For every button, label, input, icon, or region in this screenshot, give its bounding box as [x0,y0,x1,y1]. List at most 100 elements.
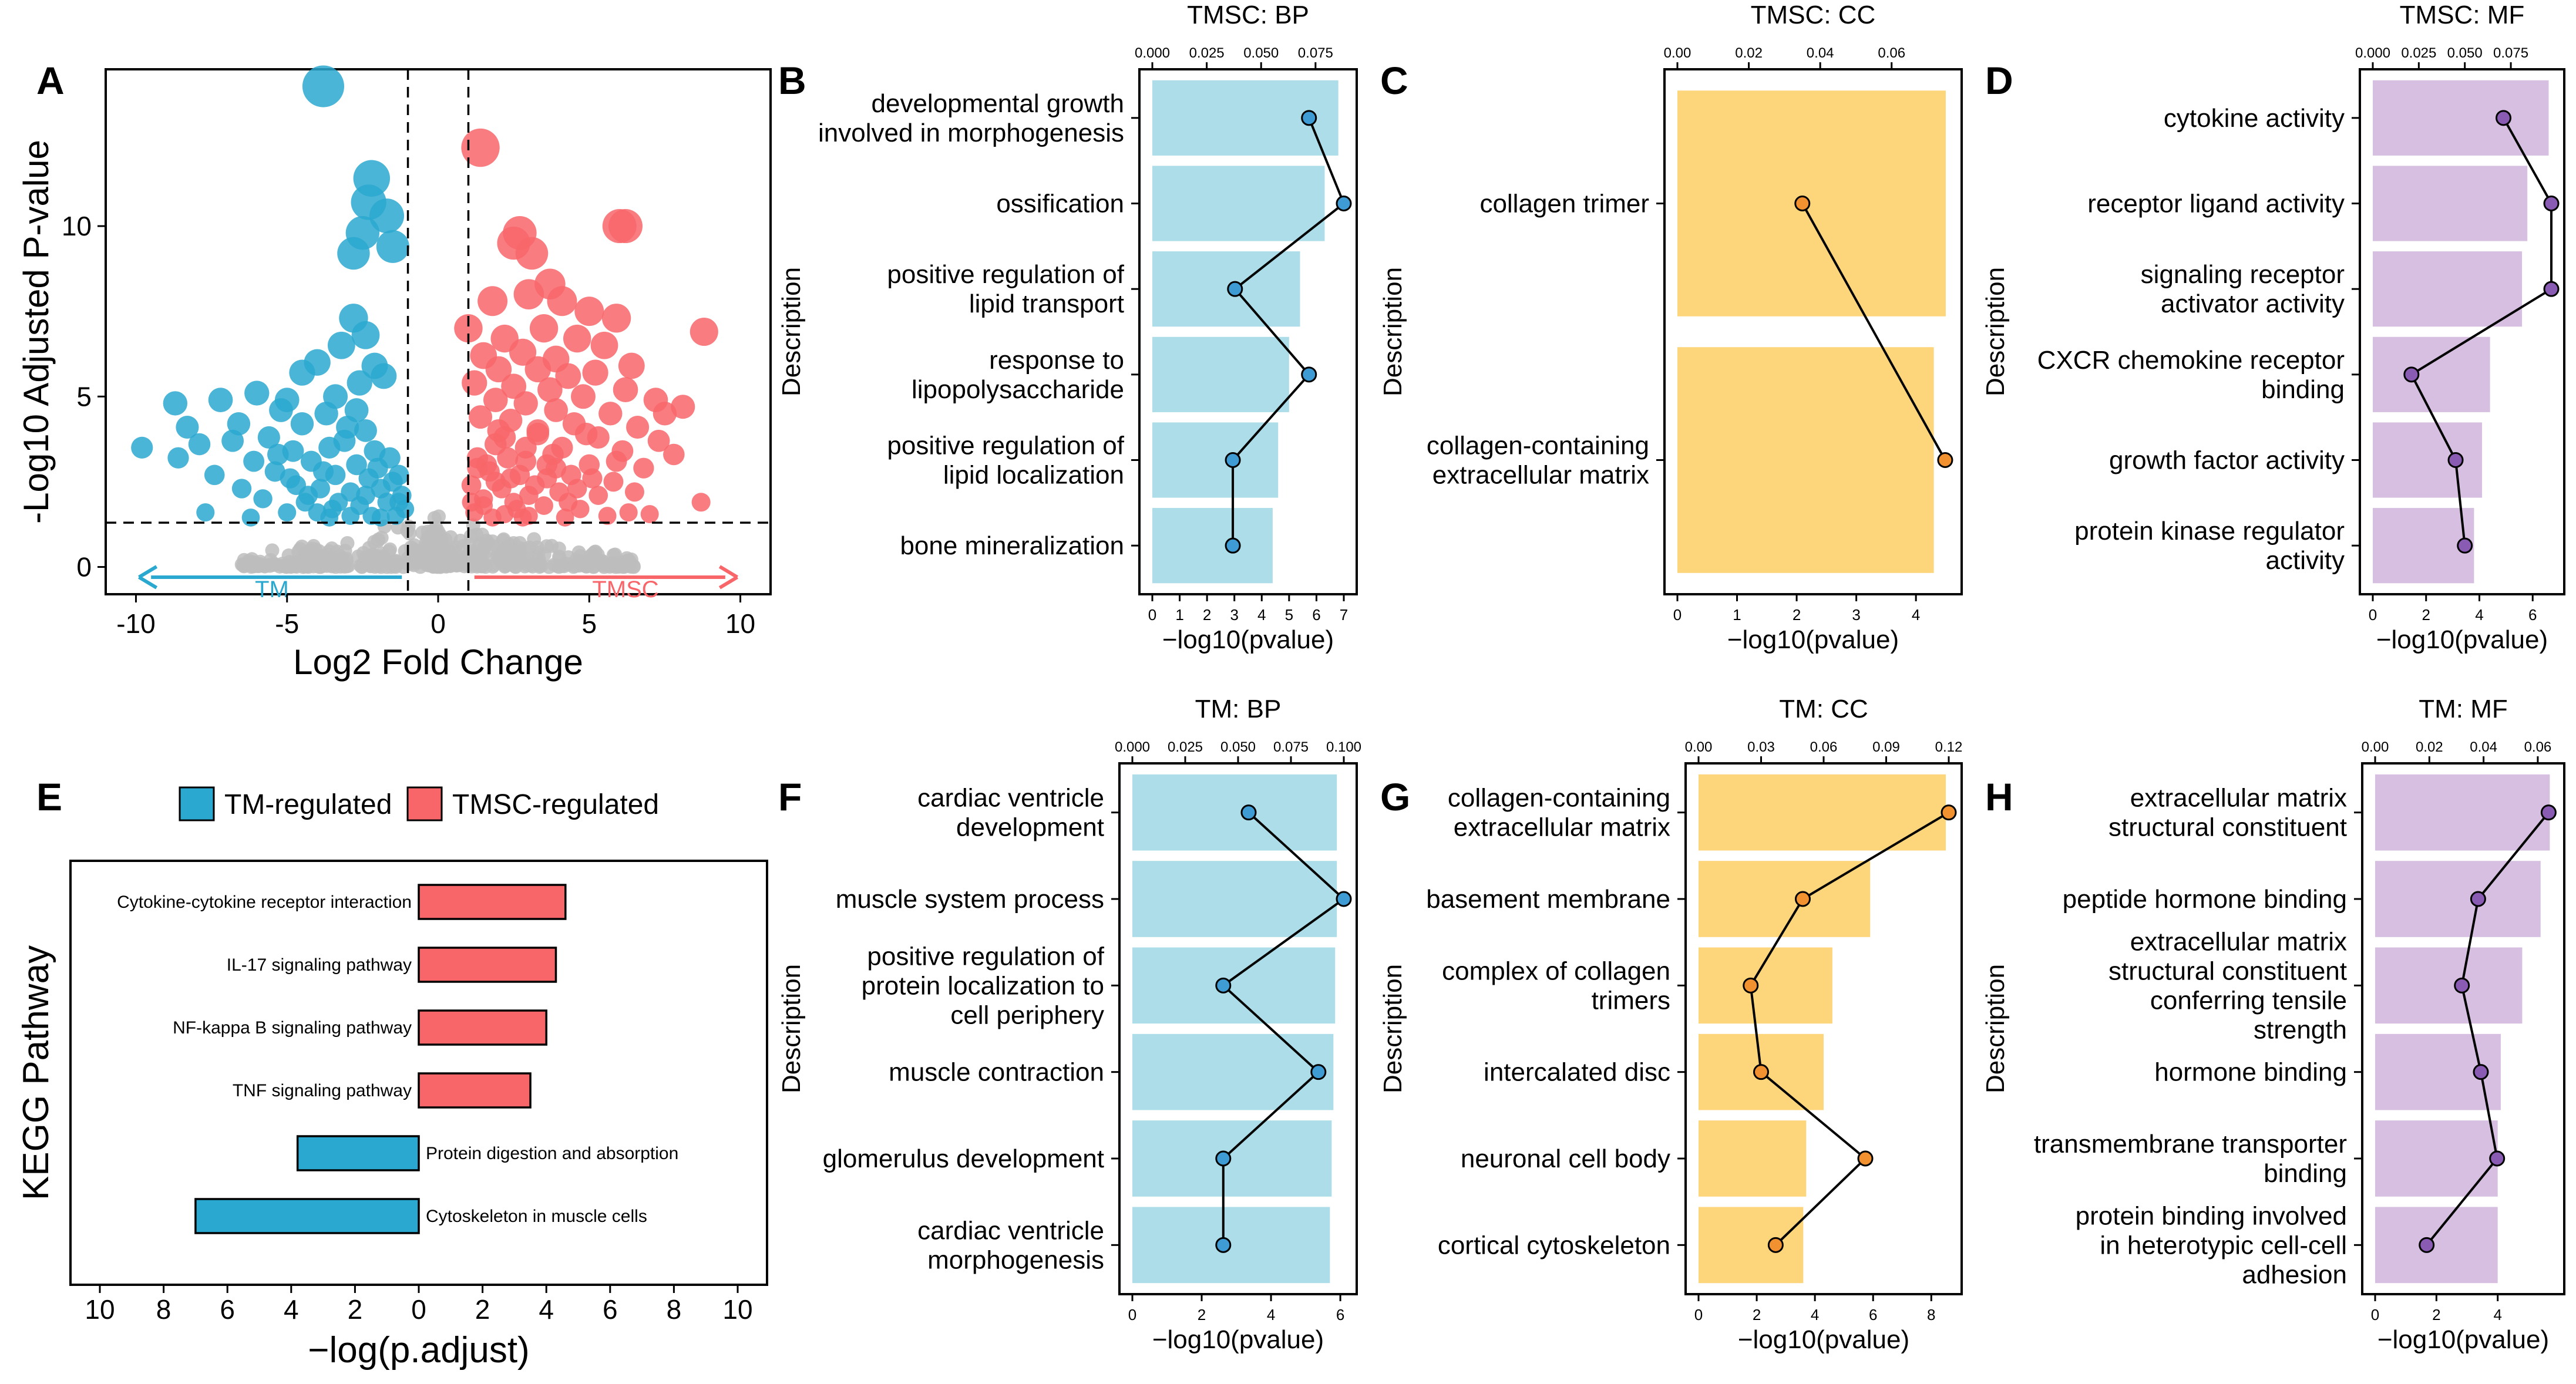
nonsignificant-point [534,558,549,573]
x-tick-label: -10 [116,608,155,639]
tm-regulated-point [367,457,388,479]
tm-regulated-point [323,500,342,518]
overlay-line [2410,117,2553,546]
tmsc-regulated-point [461,475,482,496]
tmsc-regulated-point [590,331,618,359]
category-label: hormone binding [2154,1058,2347,1087]
category-label: extracellular matrix [1454,813,1670,842]
panel-label-G: G [1380,775,1410,819]
overlay-point [1767,1237,1784,1253]
nonsignificant-point [552,551,567,566]
tm-regulated-point [231,479,252,499]
tmsc-regulated-point [574,422,598,446]
panel-title: TMSC: CC [1751,1,1876,29]
bar [1152,251,1300,327]
bar [2373,251,2523,327]
nonsignificant-point [371,532,386,547]
tmsc-regulated-point [570,384,596,409]
category-label: muscle system process [836,885,1104,914]
tmsc-regulated-point [559,493,578,512]
tm-regulated-point [371,363,397,389]
bar [1699,774,1946,851]
x-tick-label: 2 [475,1294,490,1325]
y-axis-title: -Log10 Adjusted P-value [16,140,56,524]
overlay-point [1301,366,1317,383]
overlay-point [2543,281,2560,297]
overlay-point [2454,977,2470,994]
bar [1152,508,1273,584]
legend-label-tm: TM-regulated [224,789,392,820]
category-label: peptide hormone binding [2063,885,2347,914]
top-tick-label: 0.050 [2447,45,2483,61]
overlay-line [1221,811,1346,1245]
tmsc-regulated-point [598,402,623,426]
tm-regulated-point [264,461,285,482]
legend-swatch-tm [179,786,215,821]
tm-regulated-point [354,419,377,442]
tmsc-regulated-point [462,370,487,396]
category-label: adhesion [2242,1260,2347,1289]
bar-panel-frame [2361,762,2565,1295]
x-tick-label: 4 [1912,606,1920,624]
tm-regulated-point [227,412,251,436]
tmsc-regulated-point [468,405,493,429]
tmsc-regulated-point [574,297,604,326]
tmsc-regulated-point [493,426,516,449]
tmsc-regulated-point [461,128,500,167]
y-tick-label: 5 [76,381,92,412]
category-label: lipopolysaccharide [912,375,1124,404]
bar [1699,1120,1807,1197]
tm-regulated-point [244,380,270,406]
category-label: basement membrane [1426,885,1670,914]
bar [2373,166,2528,241]
bar [2373,80,2549,156]
pathway-label: Cytokine-cytokine receptor interaction [117,893,412,912]
legend-swatch-tmsc [406,786,443,821]
top-tick-label: 0.075 [1273,739,1309,755]
bar-panel-frame [1663,68,1963,595]
x-axis-title: −log10(pvalue) [1738,1325,1909,1354]
tm-regulated-point [253,489,273,509]
category-label: lipid localization [943,461,1124,490]
bar-panel-frame [2359,68,2565,595]
tm-regulated-point [176,415,199,439]
overlay-point [1937,452,1953,468]
x-tick-label: 6 [220,1294,235,1325]
x-tick-label: 7 [1340,606,1348,624]
bar [2375,1120,2498,1197]
tmsc-regulated-point [618,352,645,379]
overlay-point [2447,452,2464,468]
tmsc-regulated-point [515,450,537,472]
tm-regulated-point [312,461,334,482]
top-tick-label: 0.075 [2493,45,2528,61]
x-axis-title: −log10(pvalue) [2376,625,2548,654]
top-tick-label: 0.100 [1326,739,1361,755]
panel-label-F: F [778,775,802,819]
y-axis-title: Description [1981,964,2010,1093]
x-tick-label: 4 [1811,1306,1819,1324]
tmsc-pathway-bar [418,947,557,983]
x-tick-label: 1 [1175,606,1183,624]
category-label: growth factor activity [2109,446,2345,475]
overlay-point [1310,1064,1327,1080]
category-label: binding [2261,375,2345,404]
top-tick-label: 0.06 [2524,739,2552,755]
pathway-label: TNF signaling pathway [233,1081,412,1100]
category-label: intercalated disc [1484,1058,1670,1087]
category-label: collagen-containing [1448,784,1670,813]
top-tick-label: 0.02 [2416,739,2443,755]
nonsignificant-point [408,543,422,558]
x-tick-label: 10 [722,1294,752,1325]
nonsignificant-point [429,544,444,559]
x-tick-label: 8 [667,1294,682,1325]
x-tick-label: 3 [1852,606,1860,624]
nonsignificant-point [551,541,566,556]
x-tick-label: 0 [1673,606,1682,624]
panel-label-E: E [36,775,62,819]
tmsc-regulated-point [526,422,550,446]
tmsc-regulated-point [509,338,537,366]
bar [1677,90,1946,316]
tm-regulated-point [196,503,215,522]
tm-regulated-point [333,429,356,452]
panel-label-C: C [1380,59,1408,102]
